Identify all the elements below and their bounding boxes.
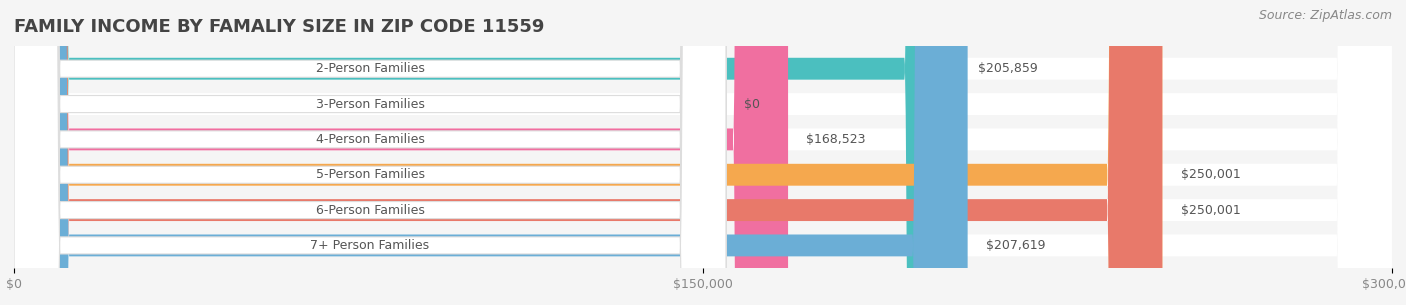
Text: 3-Person Families: 3-Person Families xyxy=(315,98,425,111)
FancyBboxPatch shape xyxy=(14,0,725,305)
Text: FAMILY INCOME BY FAMALIY SIZE IN ZIP CODE 11559: FAMILY INCOME BY FAMALIY SIZE IN ZIP COD… xyxy=(14,18,544,36)
FancyBboxPatch shape xyxy=(14,0,1163,305)
FancyBboxPatch shape xyxy=(14,0,725,305)
Text: 5-Person Families: 5-Person Families xyxy=(315,168,425,181)
FancyBboxPatch shape xyxy=(14,0,1163,305)
FancyBboxPatch shape xyxy=(14,0,1392,305)
Text: $205,859: $205,859 xyxy=(979,62,1038,75)
Text: $250,001: $250,001 xyxy=(1181,203,1240,217)
FancyBboxPatch shape xyxy=(14,0,1392,305)
FancyBboxPatch shape xyxy=(14,0,725,305)
Text: Source: ZipAtlas.com: Source: ZipAtlas.com xyxy=(1258,9,1392,22)
FancyBboxPatch shape xyxy=(14,0,1392,305)
FancyBboxPatch shape xyxy=(14,0,725,305)
FancyBboxPatch shape xyxy=(14,0,725,305)
Text: 2-Person Families: 2-Person Families xyxy=(315,62,425,75)
FancyBboxPatch shape xyxy=(14,0,967,305)
Text: 6-Person Families: 6-Person Families xyxy=(315,203,425,217)
FancyBboxPatch shape xyxy=(14,0,1392,305)
FancyBboxPatch shape xyxy=(14,0,1392,305)
Text: 7+ Person Families: 7+ Person Families xyxy=(311,239,430,252)
Text: $207,619: $207,619 xyxy=(986,239,1046,252)
Text: $250,001: $250,001 xyxy=(1181,168,1240,181)
Text: $0: $0 xyxy=(744,98,761,111)
FancyBboxPatch shape xyxy=(14,0,725,305)
Text: $168,523: $168,523 xyxy=(807,133,866,146)
Text: 4-Person Families: 4-Person Families xyxy=(315,133,425,146)
FancyBboxPatch shape xyxy=(14,0,959,305)
FancyBboxPatch shape xyxy=(14,0,1392,305)
FancyBboxPatch shape xyxy=(14,0,789,305)
